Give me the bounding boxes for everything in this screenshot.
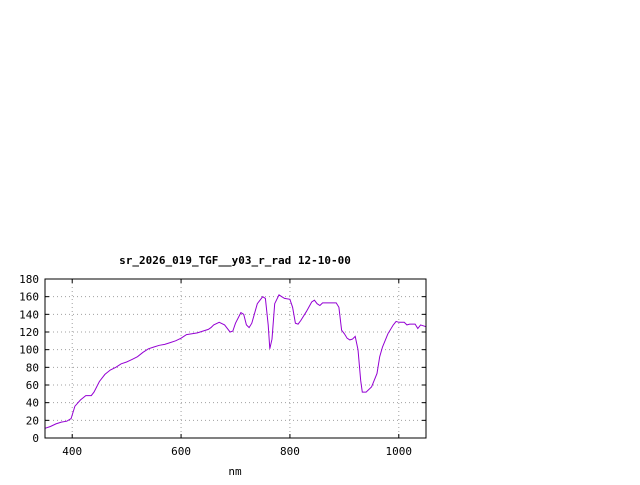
x-axis-label: nm <box>228 465 242 478</box>
plot-frame <box>44 278 427 439</box>
x-tick-label: 1000 <box>386 445 413 458</box>
y-tick-label: 120 <box>19 326 39 339</box>
y-tick-label: 40 <box>26 397 39 410</box>
grid-lines <box>45 279 426 438</box>
y-tick-label: 160 <box>19 291 39 304</box>
y-tick-label: 140 <box>19 308 39 321</box>
y-tick-label: 20 <box>26 414 39 427</box>
y-tick-label: 60 <box>26 379 39 392</box>
series-layer <box>44 294 427 429</box>
x-tick-label: 400 <box>62 445 82 458</box>
y-tick-label: 0 <box>32 432 39 445</box>
x-axis-ticks: 400 600 800 1000 <box>62 279 412 458</box>
y-tick-label: 100 <box>19 344 39 357</box>
x-tick-label: 600 <box>171 445 191 458</box>
series-line <box>44 294 427 429</box>
y-tick-label: 80 <box>26 361 39 374</box>
y-axis-ticks: 0 20 40 60 80 100 120 140 160 180 <box>19 273 426 445</box>
y-tick-label: 180 <box>19 273 39 286</box>
x-tick-label: 800 <box>280 445 300 458</box>
chart-title: sr_2026_019_TGF__y03_r_rad 12-10-00 <box>119 254 351 267</box>
